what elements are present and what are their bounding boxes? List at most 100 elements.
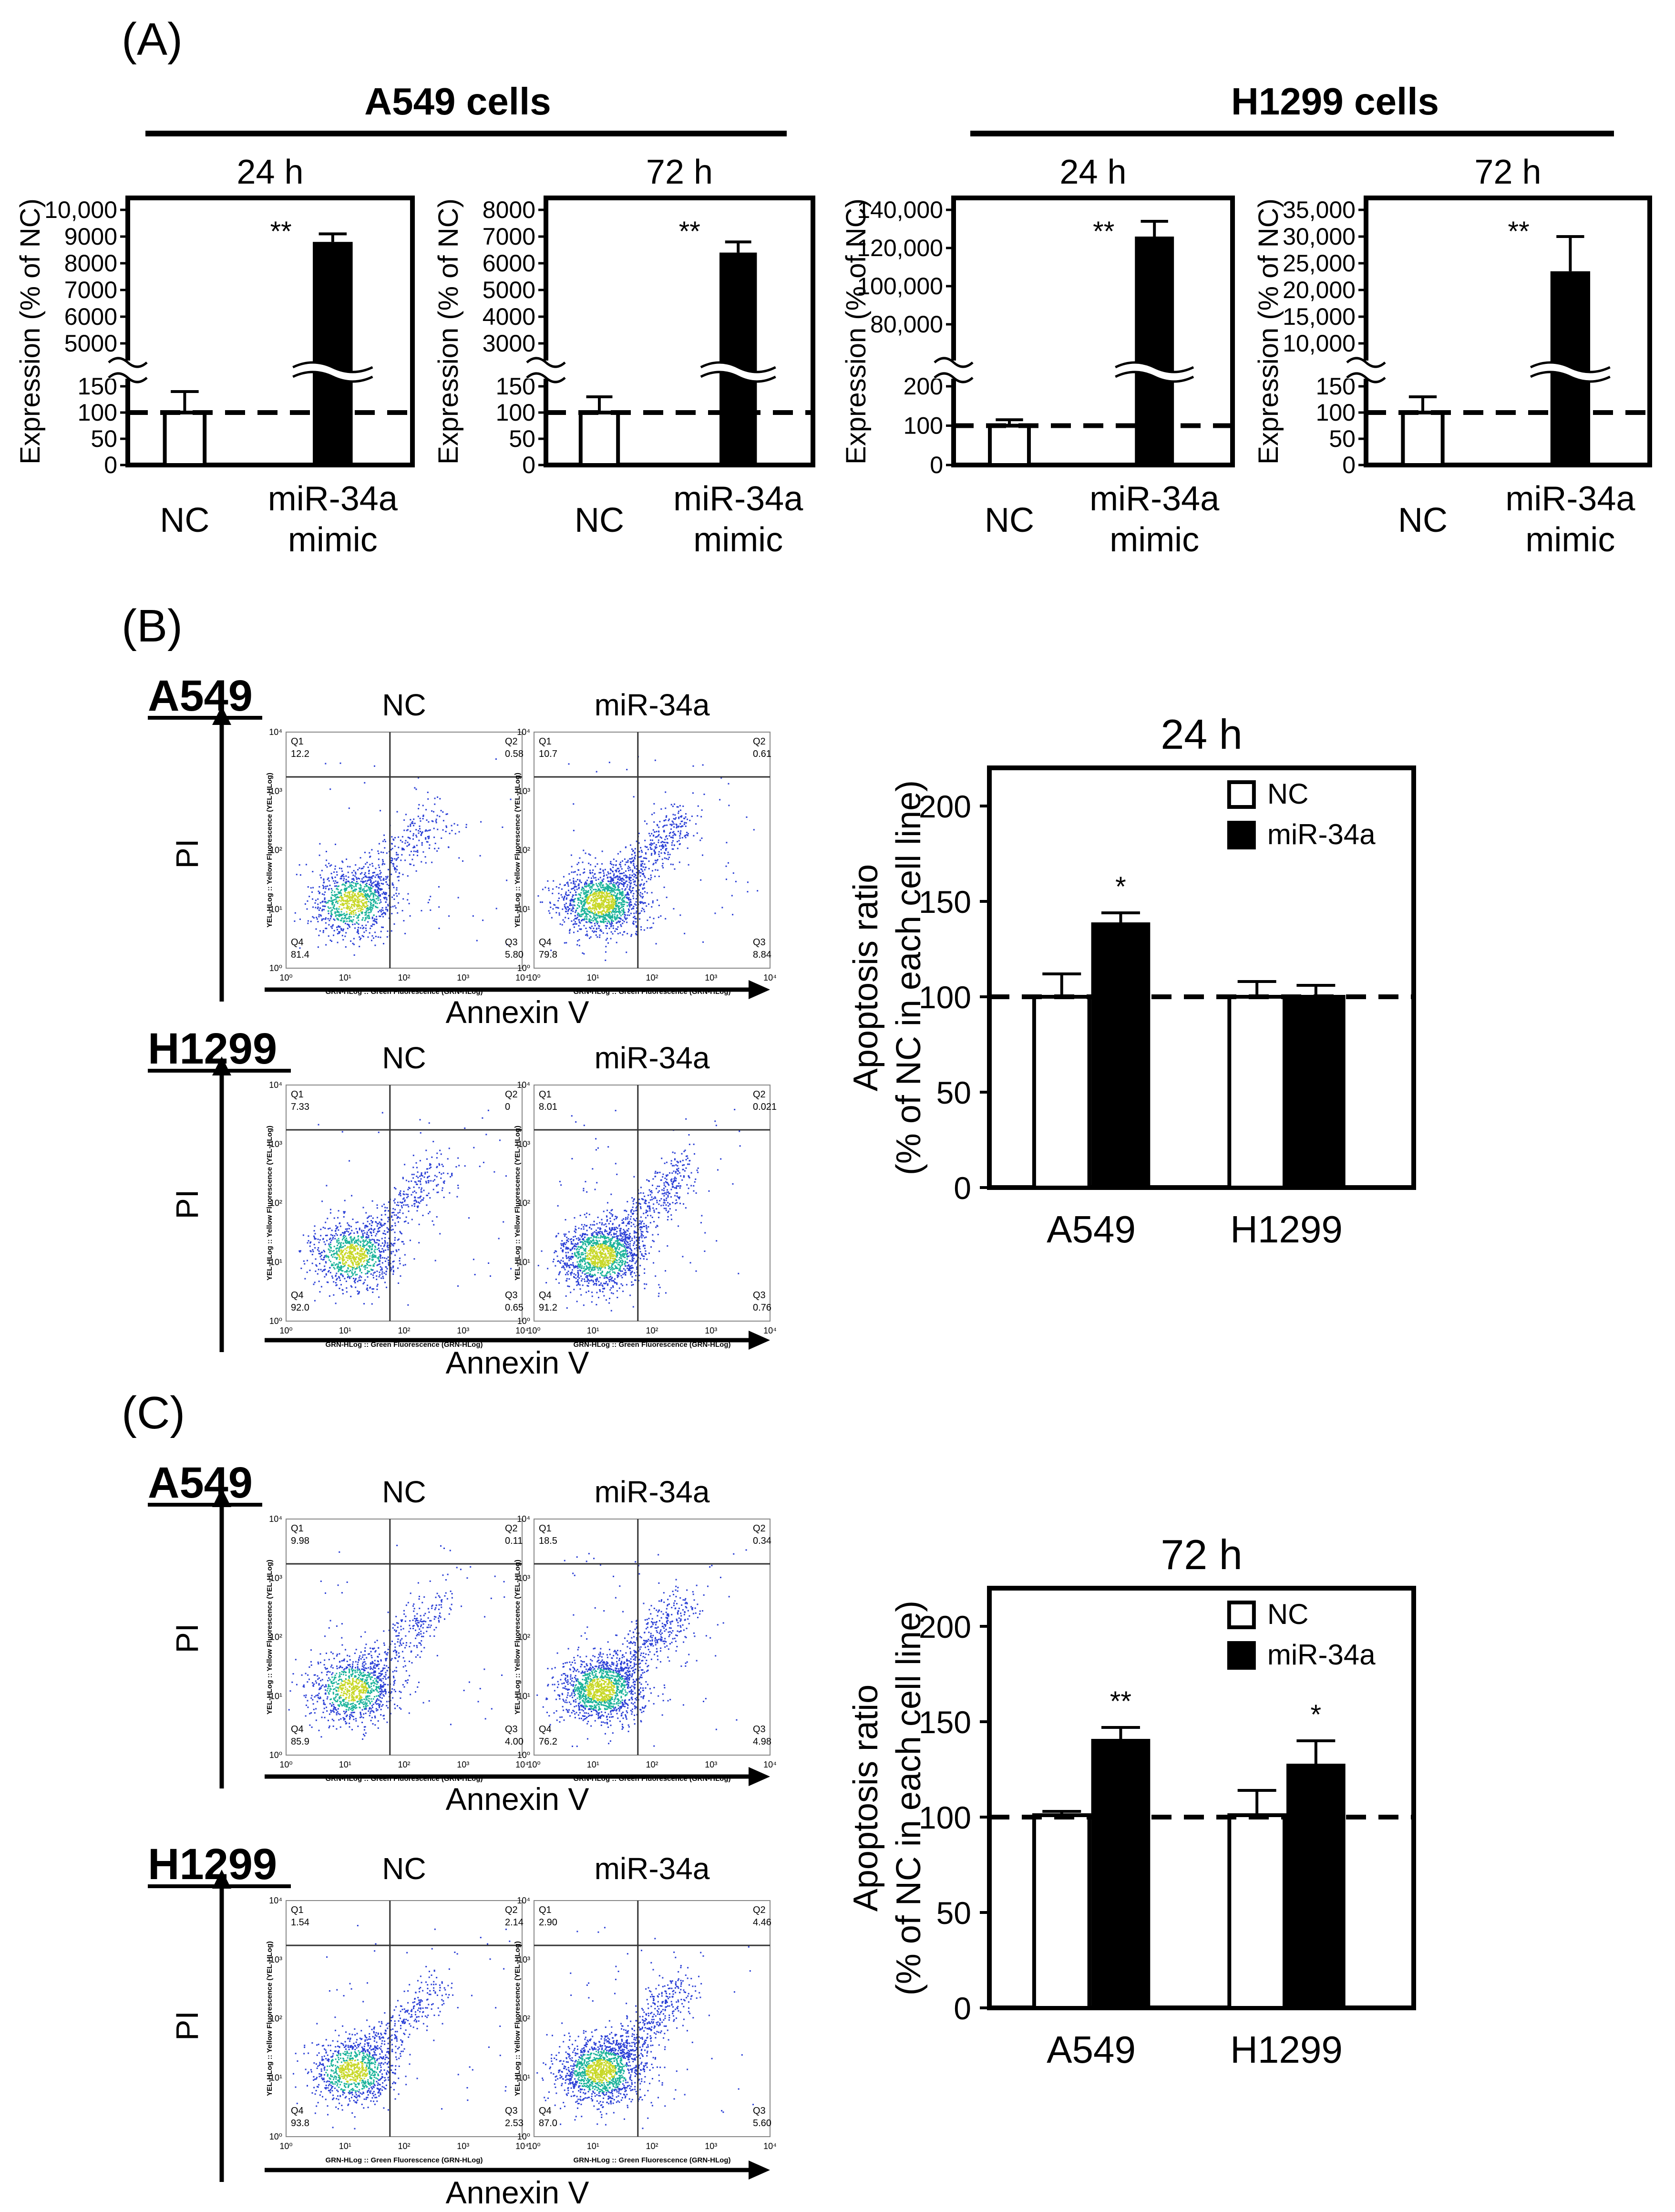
event-dot	[333, 1254, 335, 1256]
event-dot	[594, 912, 596, 914]
event-dot	[359, 890, 360, 892]
event-dot	[402, 1193, 404, 1195]
event-dot	[400, 1232, 401, 1234]
event-dot	[355, 877, 357, 879]
event-dot	[677, 806, 679, 808]
event-dot	[354, 1240, 356, 1242]
event-dot	[629, 906, 631, 908]
event-dot	[541, 901, 543, 903]
event-dot	[586, 895, 588, 897]
event-dot	[349, 1255, 351, 1257]
event-dot	[576, 914, 578, 916]
event-dot	[445, 813, 447, 815]
event-dot	[411, 858, 413, 860]
event-dot	[362, 1236, 364, 1238]
event-dot	[376, 1285, 378, 1287]
event-dot	[599, 1269, 601, 1271]
event-dot	[334, 899, 336, 900]
event-dot	[617, 914, 618, 916]
event-dot	[620, 924, 622, 926]
y-axis-label: Expression (% of NC)	[841, 198, 872, 465]
event-dot	[651, 906, 653, 908]
event-dot	[376, 1225, 378, 1227]
event-dot	[346, 899, 348, 901]
event-dot	[333, 1267, 335, 1269]
event-dot	[414, 1203, 416, 1205]
event-dot	[618, 886, 620, 888]
event-dot	[620, 861, 622, 863]
event-dot	[398, 872, 400, 874]
event-dot	[590, 892, 592, 894]
event-dot	[666, 848, 668, 849]
event-dot	[366, 907, 368, 909]
event-dot	[720, 777, 722, 779]
event-dot	[345, 899, 347, 901]
event-dot	[669, 832, 671, 834]
event-dot	[613, 911, 615, 913]
event-dot	[362, 895, 364, 897]
event-dot	[579, 899, 581, 901]
event-dot	[342, 913, 344, 915]
event-dot	[412, 847, 414, 848]
bar-break-mark	[700, 371, 776, 383]
event-dot	[618, 908, 620, 910]
plot-frame	[1364, 196, 1652, 467]
event-dot	[597, 886, 599, 888]
event-dot	[353, 1249, 355, 1251]
event-dot	[590, 898, 592, 900]
event-dot	[376, 1275, 378, 1277]
event-dot	[580, 1254, 582, 1256]
event-dot	[330, 1234, 332, 1236]
event-dot	[364, 1240, 366, 1242]
event-dot	[365, 906, 367, 908]
event-dot	[384, 863, 386, 865]
event-dot	[567, 1285, 569, 1287]
event-dot	[374, 876, 376, 878]
event-dot	[368, 1259, 370, 1261]
event-dot	[571, 866, 573, 868]
event-dot	[352, 897, 354, 899]
event-dot	[373, 918, 375, 920]
significance-mark: **	[679, 216, 700, 247]
event-dot	[571, 904, 573, 906]
event-dot	[621, 883, 623, 885]
event-dot	[338, 931, 340, 933]
event-dot	[344, 1278, 346, 1280]
event-dot	[339, 906, 340, 908]
event-dot	[587, 1272, 589, 1274]
event-dot	[331, 899, 333, 901]
event-dot	[329, 900, 330, 902]
event-dot	[407, 1189, 409, 1190]
event-dot	[418, 839, 420, 841]
event-dot	[401, 1241, 403, 1243]
event-dot	[359, 1268, 361, 1270]
event-dot	[632, 889, 634, 891]
event-dot	[596, 909, 597, 910]
event-dot	[349, 1233, 351, 1235]
event-dot	[603, 920, 605, 921]
event-dot	[360, 1249, 362, 1251]
event-dot	[302, 1234, 304, 1236]
event-dot	[649, 879, 651, 880]
event-dot	[578, 1256, 580, 1258]
event-dot	[605, 899, 607, 900]
event-dot	[405, 814, 407, 816]
event-dot	[618, 879, 620, 881]
event-dot	[371, 1248, 373, 1250]
event-dot	[387, 868, 389, 870]
event-dot	[346, 1230, 348, 1232]
event-dot	[415, 870, 417, 872]
event-dot	[575, 886, 577, 888]
event-dot	[606, 907, 608, 909]
event-dot	[619, 897, 621, 899]
event-dot	[363, 1246, 365, 1248]
event-dot	[354, 1257, 356, 1259]
event-dot	[395, 1214, 397, 1216]
event-dot	[372, 899, 374, 901]
event-dot	[658, 851, 660, 853]
event-dot	[633, 922, 635, 924]
event-dot	[579, 915, 581, 917]
event-dot	[369, 889, 371, 890]
event-dot	[650, 877, 652, 879]
